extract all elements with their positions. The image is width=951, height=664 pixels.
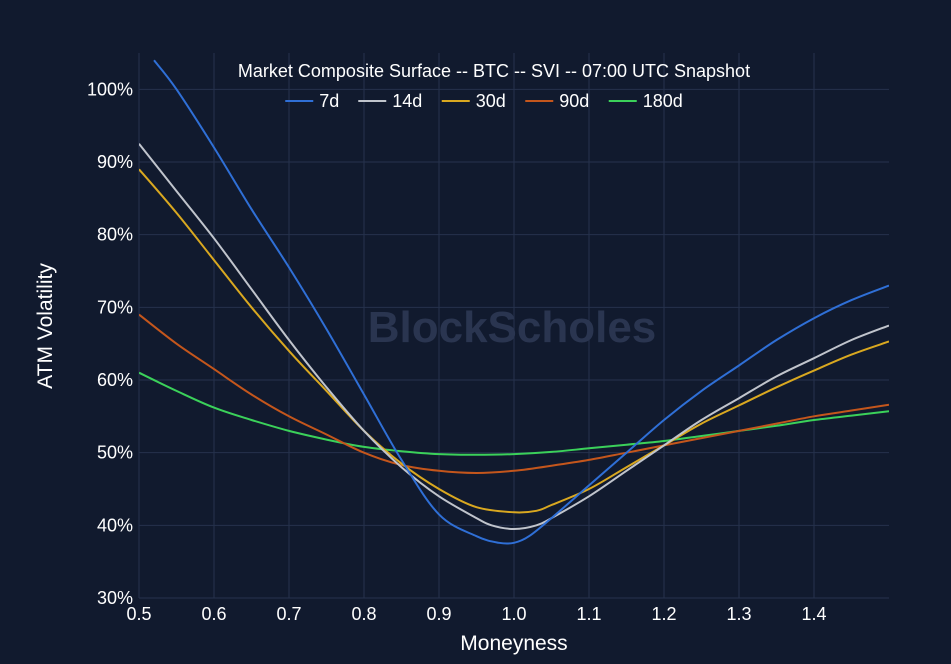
series-line-180d — [139, 371, 889, 456]
legend-label: 90d — [559, 91, 589, 111]
watermark: BlockScholes — [368, 303, 657, 352]
series-line-7d — [153, 59, 889, 545]
y-tick-labels: 30% 40% 50% 60% 70% 80% 90% 100% — [87, 79, 133, 608]
x-tick-label: 0.5 — [126, 604, 151, 624]
x-tick-label: 0.9 — [426, 604, 451, 624]
x-tick-label: 1.3 — [726, 604, 751, 624]
x-axis-title: Moneyness — [460, 632, 567, 655]
x-tick-label: 0.6 — [201, 604, 226, 624]
legend-item-180d[interactable]: 180d — [608, 91, 683, 111]
y-tick-label: 50% — [97, 443, 133, 463]
legend: 7d 14d 30d 90d 180d — [285, 91, 683, 111]
series-line-90d — [139, 313, 889, 475]
y-tick-label: 60% — [97, 370, 133, 390]
y-tick-label: 40% — [97, 515, 133, 535]
legend-item-30d[interactable]: 30d — [441, 91, 506, 111]
legend-label: 180d — [643, 91, 683, 111]
y-tick-label: 80% — [97, 225, 133, 245]
legend-item-7d[interactable]: 7d — [285, 91, 339, 111]
series-line-30d — [139, 168, 889, 514]
series-layer — [139, 59, 889, 545]
x-tick-label: 1.0 — [501, 604, 526, 624]
legend-label: 14d — [392, 91, 422, 111]
x-tick-label: 0.7 — [276, 604, 301, 624]
x-tick-label: 0.8 — [351, 604, 376, 624]
grid-layer — [138, 53, 889, 599]
x-tick-label: 1.1 — [576, 604, 601, 624]
y-tick-label: 30% — [97, 588, 133, 608]
legend-item-90d[interactable]: 90d — [525, 91, 589, 111]
legend-label: 30d — [476, 91, 506, 111]
x-tick-labels: 0.5 0.6 0.7 0.8 0.9 1.0 1.1 1.2 1.3 1.4 — [126, 604, 826, 624]
legend-label: 7d — [319, 91, 339, 111]
chart-title: Market Composite Surface -- BTC -- SVI -… — [238, 61, 750, 81]
series-line-14d — [139, 143, 889, 531]
x-tick-label: 1.2 — [651, 604, 676, 624]
legend-item-14d[interactable]: 14d — [358, 91, 422, 111]
y-tick-label: 70% — [97, 297, 133, 317]
x-tick-label: 1.4 — [801, 604, 826, 624]
y-tick-label: 100% — [87, 79, 133, 99]
y-axis-title: ATM Volatility — [34, 263, 57, 389]
y-tick-label: 90% — [97, 152, 133, 172]
